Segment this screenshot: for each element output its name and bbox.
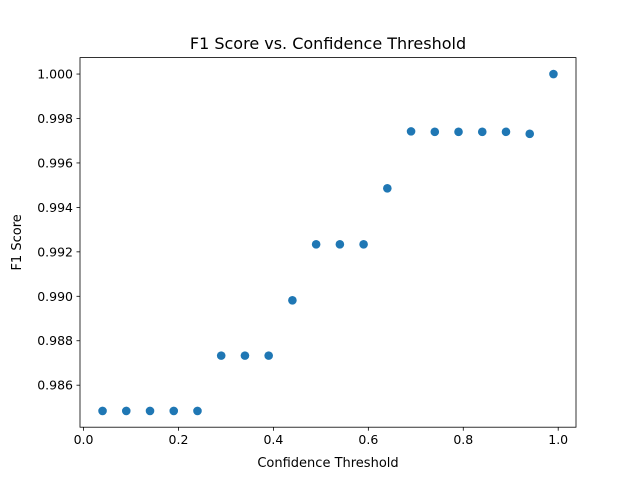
data-point <box>240 351 250 360</box>
y-tick-label: 0.992 <box>37 244 73 259</box>
y-tick-label: 0.986 <box>37 378 73 393</box>
data-point <box>430 127 440 137</box>
data-point <box>311 239 321 249</box>
data-point <box>525 129 535 139</box>
x-tick-label: 0.4 <box>263 432 283 447</box>
y-tick-label: 0.990 <box>37 289 73 304</box>
data-point <box>121 406 131 416</box>
y-tick-label: 0.996 <box>37 155 73 170</box>
data-point <box>145 406 155 416</box>
chart-title: F1 Score vs. Confidence Threshold <box>190 34 466 53</box>
data-point <box>406 127 416 136</box>
data-point <box>193 406 202 416</box>
y-tick-label: 0.998 <box>37 111 73 126</box>
plot-frame <box>79 57 577 428</box>
data-point <box>264 351 273 360</box>
data-point <box>169 406 179 416</box>
data-point <box>288 295 297 305</box>
data-point <box>216 351 226 360</box>
x-axis-label: Confidence Threshold <box>257 456 398 471</box>
y-tick-label: 0.994 <box>37 200 73 215</box>
data-point <box>549 69 558 79</box>
data-point <box>454 127 463 137</box>
data-point <box>477 127 487 137</box>
x-tick-label: 0.6 <box>358 432 378 447</box>
y-tick-label: 0.988 <box>37 333 73 348</box>
y-tick-label: 1.000 <box>37 67 73 82</box>
x-tick-label: 0.0 <box>74 432 94 447</box>
y-axis-label: F1 Score <box>10 214 25 270</box>
x-tick-label: 1.0 <box>548 432 568 447</box>
x-tick-label: 0.2 <box>169 432 189 447</box>
x-tick-label: 0.8 <box>453 432 473 447</box>
data-point <box>383 183 392 193</box>
data-point <box>335 239 345 249</box>
data-point <box>501 127 511 137</box>
data-point <box>359 239 368 249</box>
data-point <box>98 406 107 416</box>
